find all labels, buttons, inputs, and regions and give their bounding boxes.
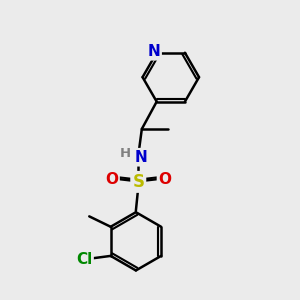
Text: O: O	[105, 172, 118, 187]
Text: H: H	[120, 147, 131, 160]
Text: N: N	[147, 44, 160, 59]
Text: Cl: Cl	[76, 252, 92, 267]
Text: S: S	[132, 173, 144, 191]
Text: N: N	[134, 150, 147, 165]
Text: O: O	[158, 172, 172, 187]
